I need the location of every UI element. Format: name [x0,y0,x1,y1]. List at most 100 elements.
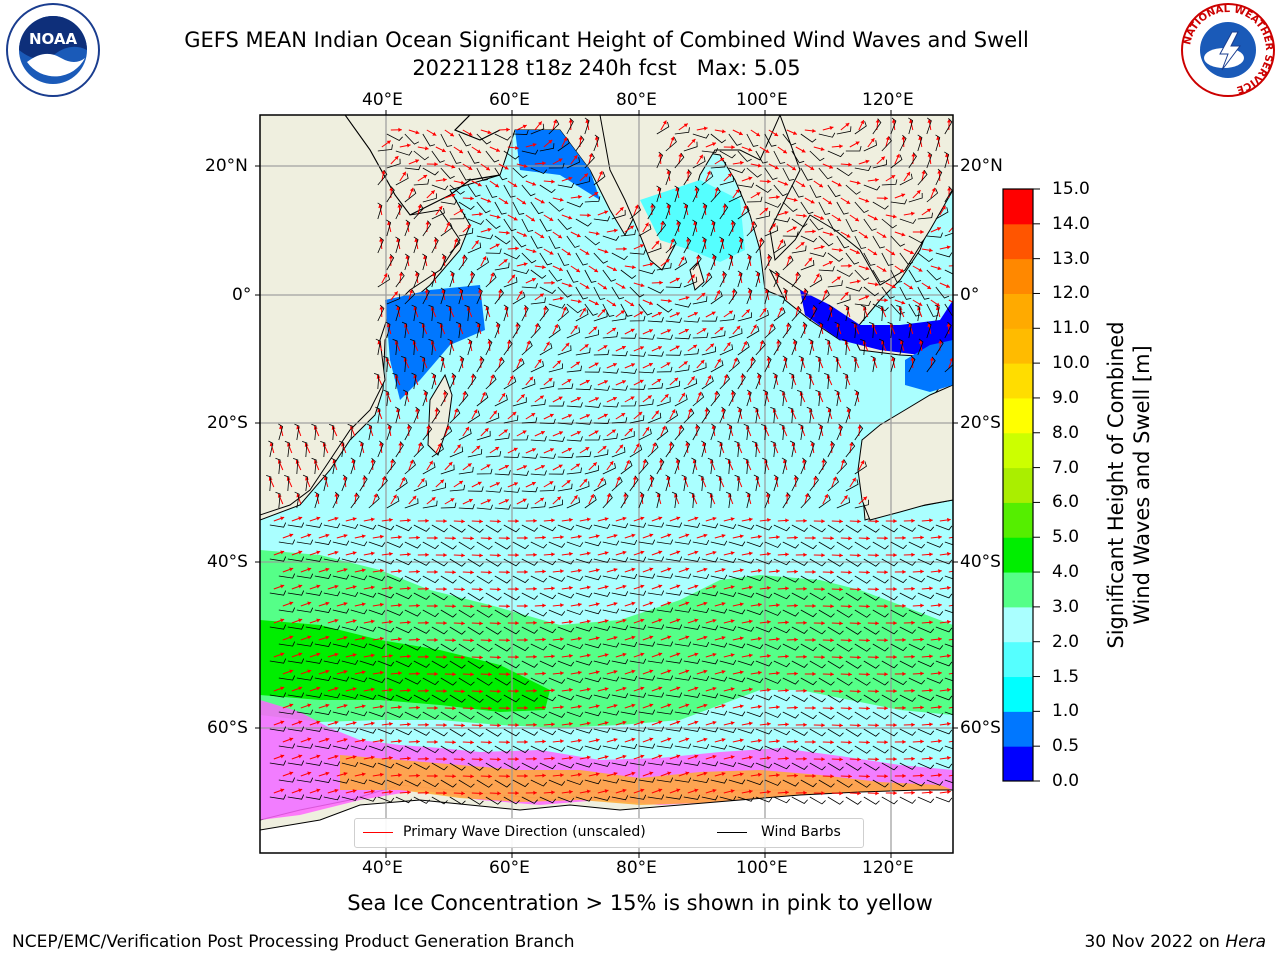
wave-direction-arrowhead [456,444,461,449]
wave-direction-arrowhead [325,703,330,708]
wind-barb [753,406,759,424]
wave-direction-arrowhead [398,739,402,744]
wave-direction-arrowhead [902,603,906,609]
wave-direction-arrowhead [631,533,636,538]
wind-barb [806,372,812,390]
wind-barb [431,184,449,191]
wind-barb [710,778,728,784]
wind-barb [683,522,701,528]
wind-barb [512,711,529,720]
wave-direction-arrowhead [531,413,536,417]
wave-direction-arrowhead [866,638,870,643]
wind-barb [305,692,323,698]
wind-barb [791,150,805,164]
wave-direction-arrowhead [548,139,553,144]
wave-direction-arrowhead [908,285,913,290]
wave-direction-arrowhead [560,671,564,676]
wave-direction-arrowhead [537,359,542,364]
wind-barb [521,524,538,532]
wind-barb [926,356,936,373]
wind-barb [512,643,529,652]
wave-direction-arrowhead [712,754,717,759]
wave-direction-arrowhead [551,790,555,795]
wind-barb [872,609,889,618]
wave-direction-arrowhead [694,720,699,725]
wave-direction-arrow [948,299,953,303]
wave-direction-arrowhead [666,170,671,174]
wave-direction-arrowhead [667,567,672,572]
wind-barb [476,745,493,754]
wind-barb [817,423,823,441]
wind-barb [737,182,755,188]
wind-barb [593,349,610,356]
wind-barb [908,303,921,317]
wind-barb [584,367,601,373]
wave-direction-arrowhead [640,584,645,589]
colorbar-tick-label: 13.0 [1052,248,1090,269]
wave-direction-arrowhead [595,772,600,777]
wind-barb [332,744,350,750]
wind-barb [422,193,437,203]
wind-barb [449,238,461,254]
wave-direction-arrowhead [586,585,591,590]
wind-barb [827,184,841,198]
wind-barb [350,643,368,649]
wave-direction-arrowhead [947,755,951,760]
wave-direction-arrowhead [785,586,789,591]
wind-barb [539,626,557,634]
wind-barb [530,575,548,583]
wind-barb [836,779,853,788]
wind-barb [566,745,584,752]
wave-direction-arrowhead [848,604,852,609]
lon-tick-bottom-0: 40°E [362,858,403,878]
wind-barb [683,794,701,800]
wind-barb [809,558,826,567]
wave-direction-arrowhead [560,637,564,642]
wind-barb [917,212,934,220]
wind-barb [314,743,332,750]
wind-barb [755,660,773,667]
wind-barb [629,205,642,220]
wave-direction-arrowhead [694,788,699,793]
wave-direction-arrowhead [830,672,834,677]
wind-barb [575,286,588,300]
wind-barb [746,133,759,147]
wind-barb [845,694,862,703]
wind-barb [323,659,341,665]
wind-barb [881,592,898,601]
wind-barb [593,557,611,563]
wind-barb [674,607,692,613]
wave-direction-arrowhead [726,342,731,347]
wind-barb [530,436,547,442]
wave-direction-arrowhead [522,430,527,435]
wind-barb [485,451,502,458]
wave-direction-arrowhead [865,295,870,300]
wind-barb [854,235,867,249]
wave-direction-arrowhead [929,620,933,625]
wind-barb [467,626,484,635]
wave-direction-arrowhead [785,654,789,659]
wind-barb [311,423,317,441]
wave-direction-arrowhead [681,392,685,397]
wave-direction-arrowhead [503,429,508,434]
wave-direction-arrowhead [812,476,818,480]
wind-barb [422,609,439,618]
wind-barb [737,660,755,666]
wave-direction-arrowhead [595,231,600,236]
wind-barb [422,643,439,652]
wave-direction-arrowhead [785,756,789,761]
wave-direction-arrowhead [467,224,472,229]
wind-barb [845,184,861,195]
wave-direction-arrowhead [776,671,780,676]
wave-direction-arrowhead [824,494,829,499]
wave-direction-arrowhead [549,217,554,221]
wave-direction-arrowhead [522,498,527,503]
wind-barb [845,479,859,492]
wave-direction-arrowhead [902,535,906,541]
wind-barb [692,709,710,716]
wind-barb [593,216,611,222]
wind-barb [584,465,599,475]
wind-barb [404,133,420,145]
wave-direction-arrowhead [721,737,726,742]
wind-barb [764,575,782,582]
